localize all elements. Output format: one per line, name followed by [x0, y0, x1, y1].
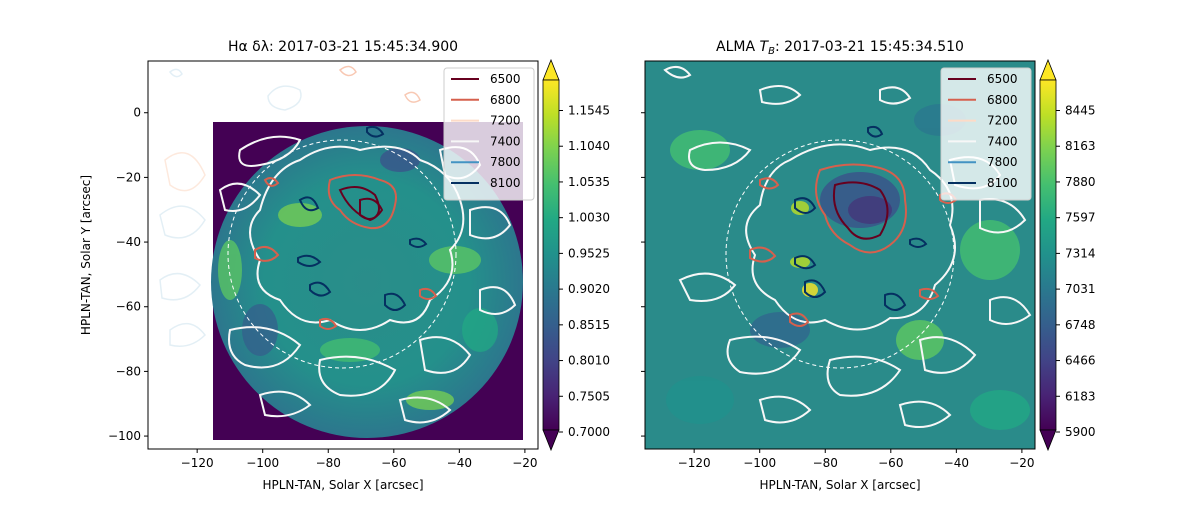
right-colored-contours [749, 125, 958, 327]
left-colorbar-tick-label: 0.9525 [568, 246, 610, 260]
left-texture [218, 148, 498, 410]
right-legend-label-7400: 7400 [987, 134, 1018, 148]
right-colorbar-body [1039, 79, 1057, 431]
left-colorbar: 1.1545 1.1040 1.0535 1.0030 0.9525 0.9020 0.85… [542, 58, 610, 452]
right-panel: ALMA TB: 2017-03-21 15:45:34.510 [641, 39, 1096, 492]
left-legend-label-6500: 6500 [490, 72, 521, 86]
left-ytick-label: −100 [108, 429, 141, 443]
left-colorbar-tick-label: 1.1545 [568, 104, 610, 118]
right-title-sub: B [768, 46, 775, 57]
left-ytick-label: 0 [133, 106, 141, 120]
right-xtick-label: −100 [743, 456, 776, 470]
right-legend: 6500 6800 7200 7400 7800 8100 [940, 67, 1032, 201]
left-colorbar-ticks: 1.1545 1.1040 1.0535 1.0030 0.9525 0.9020 0.85… [559, 104, 610, 439]
right-colorbar-tick-label: 6183 [1065, 389, 1096, 403]
left-legend-label-7200: 7200 [490, 114, 521, 128]
left-colorbar-tick-label: 0.9020 [568, 282, 610, 296]
right-colorbar-tick-label: 7314 [1065, 246, 1096, 260]
left-xtick-label: −100 [246, 456, 279, 470]
left-legend-label-7800: 7800 [490, 155, 521, 169]
right-xlabel: HPLN-TAN, Solar X [arcsec] [759, 478, 920, 492]
left-axes-frame [147, 60, 539, 450]
right-x-ticks: −120 −100 −80 −60 −40 −20 [678, 449, 1035, 470]
left-legend-label-7400: 7400 [490, 134, 521, 148]
left-x-ticks: −120 −100 −80 −60 −40 −20 [181, 449, 538, 470]
left-colorbar-tick-label: 1.0535 [568, 175, 610, 189]
left-colorbar-bottom-arrow [542, 429, 560, 452]
right-legend-box [940, 67, 1032, 201]
right-xtick-label: −20 [1009, 456, 1034, 470]
left-colorbar-tick-label: 1.1040 [568, 139, 610, 153]
right-legend-label-7200: 7200 [987, 114, 1018, 128]
right-xtick-label: −60 [878, 456, 903, 470]
left-legend-label-8100: 8100 [490, 176, 521, 190]
right-white-contours [663, 65, 1032, 428]
left-ytick-label: −20 [116, 170, 141, 184]
right-axes-frame [644, 60, 1036, 450]
right-xtick-label: −120 [678, 456, 711, 470]
left-legend-label-6800: 6800 [490, 93, 521, 107]
left-xtick-label: −60 [381, 456, 406, 470]
left-ylabel: HPLN-TAN, Solar Y [arcsec] [79, 175, 93, 335]
left-xtick-label: −80 [316, 456, 341, 470]
right-colorbar-tick-label: 7880 [1065, 175, 1096, 189]
left-ytick-label: −40 [116, 235, 141, 249]
left-colorbar-tick-label: 0.8010 [568, 354, 610, 368]
right-title: ALMA TB: 2017-03-21 15:45:34.510 [716, 39, 964, 57]
left-xtick-label: −20 [512, 456, 537, 470]
left-colorbar-tick-label: 0.7505 [568, 389, 610, 403]
left-legend-box [443, 67, 535, 201]
right-legend-label-8100: 8100 [987, 176, 1018, 190]
right-xtick-label: −80 [813, 456, 838, 470]
right-legend-label-7800: 7800 [987, 155, 1018, 169]
left-colorbar-top-arrow [542, 58, 560, 81]
right-colorbar-tick-label: 6748 [1065, 318, 1096, 332]
right-colorbar-tick-label: 6466 [1065, 354, 1096, 368]
left-xtick-label: −120 [181, 456, 214, 470]
right-y-ticks [641, 112, 645, 437]
left-colorbar-tick-label: 0.7000 [568, 425, 610, 439]
right-xtick-label: −40 [944, 456, 969, 470]
right-colorbar-tick-label: 8163 [1065, 139, 1096, 153]
left-ytick-label: −80 [116, 364, 141, 378]
left-colorbar-tick-label: 1.0030 [568, 211, 610, 225]
right-colorbar-top-arrow [1039, 58, 1057, 81]
left-legend: 6500 6800 7200 7400 7800 8100 [443, 67, 535, 201]
right-colorbar-tick-label: 8445 [1065, 104, 1096, 118]
left-y-ticks: 0 −20 −40 −60 −80 −100 [108, 106, 148, 443]
left-title: Hα δλ: 2017-03-21 15:45:34.900 [228, 39, 458, 55]
right-colorbar-ticks: 8445 8163 7880 7597 7314 7031 6748 6466 6183 5900 [1056, 104, 1096, 439]
left-colored-contours [254, 125, 438, 330]
right-title-t: T [760, 39, 770, 55]
right-title-prefix: ALMA [716, 39, 759, 55]
left-ytick-label: −60 [116, 300, 141, 314]
left-panel: Hα δλ: 2017-03-21 15:45:34.900 [79, 39, 610, 492]
right-colorbar-tick-label: 7597 [1065, 211, 1096, 225]
right-title-suffix: : 2017-03-21 15:45:34.510 [775, 39, 964, 55]
left-xlabel: HPLN-TAN, Solar X [arcsec] [262, 478, 423, 492]
right-colorbar-bottom-arrow [1039, 429, 1057, 452]
left-dashed-circle [227, 139, 457, 369]
right-legend-label-6500: 6500 [987, 72, 1018, 86]
left-solar-disk [211, 126, 523, 438]
right-colorbar-tick-label: 5900 [1065, 425, 1096, 439]
right-colorbar: 8445 8163 7880 7597 7314 7031 6748 6466 6183 5900 [1039, 58, 1096, 452]
left-colorbar-tick-label: 0.8515 [568, 318, 610, 332]
left-xtick-label: −40 [447, 456, 472, 470]
left-colorbar-body [542, 79, 560, 431]
right-colorbar-tick-label: 7031 [1065, 282, 1096, 296]
left-faint-contours [159, 65, 421, 347]
right-legend-label-6800: 6800 [987, 93, 1018, 107]
